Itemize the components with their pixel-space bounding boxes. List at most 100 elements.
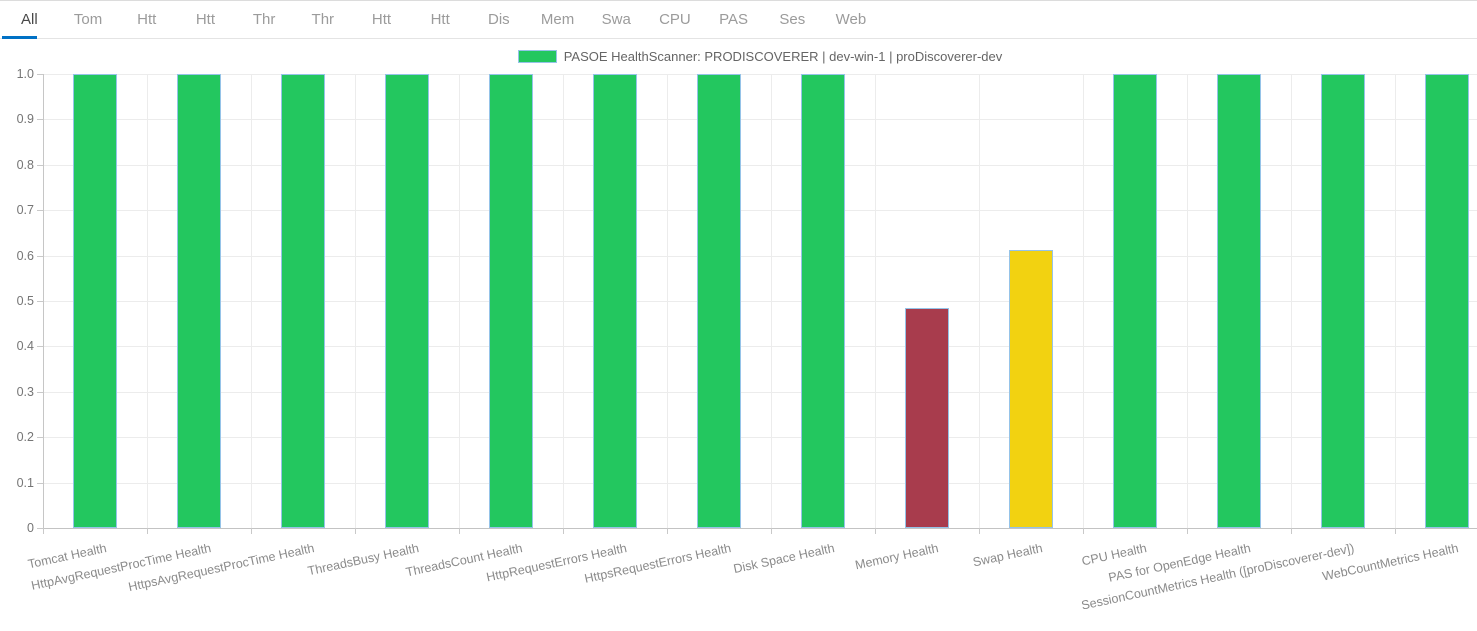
y-tick <box>37 392 43 393</box>
y-gridline <box>43 119 1477 120</box>
x-axis-label: Disk Space Health <box>732 541 836 577</box>
legend-label[interactable]: PASOE HealthScanner: PRODISCOVERER | dev… <box>563 49 1003 64</box>
y-axis-label: 0.6 <box>16 249 34 263</box>
x-gridline <box>563 74 564 528</box>
y-axis-label: 0 <box>27 521 34 535</box>
bar-httprequesterrors-health[interactable] <box>593 74 637 528</box>
tab-11-cpu[interactable]: CPU <box>659 11 691 28</box>
y-tick <box>37 346 43 347</box>
y-gridline <box>43 74 1477 75</box>
y-axis-label: 0.8 <box>16 158 34 172</box>
chart-legend: PASOE HealthScanner: PRODISCOVERER | dev… <box>43 49 1477 64</box>
x-tick <box>43 528 44 534</box>
y-gridline <box>43 392 1477 393</box>
tab-2-htt[interactable]: Htt <box>137 11 157 28</box>
y-tick <box>37 528 43 529</box>
x-tick <box>251 528 252 534</box>
x-gridline <box>875 74 876 528</box>
y-gridline <box>43 346 1477 347</box>
x-gridline <box>251 74 252 528</box>
legend-swatch-icon[interactable] <box>517 50 557 63</box>
x-axis-label: Memory Health <box>854 541 940 573</box>
tab-3-htt[interactable]: Htt <box>195 11 215 28</box>
x-gridline <box>979 74 980 528</box>
y-tick <box>37 119 43 120</box>
tab-0-all[interactable]: All <box>0 1 59 39</box>
bar-sessioncountmetrics-health-prodiscoverer-dev[interactable] <box>1321 74 1365 528</box>
y-tick <box>37 74 43 75</box>
y-gridline <box>43 256 1477 257</box>
tab-7-htt[interactable]: Htt <box>430 11 450 28</box>
x-axis-line <box>43 528 1477 529</box>
x-tick <box>563 528 564 534</box>
y-gridline <box>43 301 1477 302</box>
x-tick <box>355 528 356 534</box>
bar-pas-for-openedge-health[interactable] <box>1217 74 1261 528</box>
y-tick <box>37 301 43 302</box>
bar-disk-space-health[interactable] <box>801 74 845 528</box>
tab-5-thr[interactable]: Thr <box>311 11 335 28</box>
x-tick <box>1395 528 1396 534</box>
y-tick <box>37 437 43 438</box>
x-tick <box>667 528 668 534</box>
tab-6-htt[interactable]: Htt <box>371 11 392 28</box>
x-tick <box>459 528 460 534</box>
y-gridline <box>43 483 1477 484</box>
x-tick <box>1291 528 1292 534</box>
x-gridline <box>1291 74 1292 528</box>
x-gridline <box>1187 74 1188 528</box>
y-axis-line <box>43 74 44 528</box>
y-axis-label: 1.0 <box>16 67 34 81</box>
x-gridline <box>459 74 460 528</box>
y-gridline <box>43 437 1477 438</box>
bar-threadsbusy-health[interactable] <box>385 74 429 528</box>
y-axis-label: 0.9 <box>16 112 34 126</box>
x-gridline <box>667 74 668 528</box>
x-gridline <box>771 74 772 528</box>
bar-threadscount-health[interactable] <box>489 74 533 528</box>
y-axis-label: 0.4 <box>16 339 34 353</box>
y-axis-label: 0.1 <box>16 476 34 490</box>
bar-memory-health[interactable] <box>905 308 949 528</box>
y-axis-label: 0.5 <box>16 294 34 308</box>
bar-httpsrequesterrors-health[interactable] <box>697 74 741 528</box>
y-tick <box>37 165 43 166</box>
y-gridline <box>43 165 1477 166</box>
x-tick <box>875 528 876 534</box>
bar-swap-health[interactable] <box>1009 250 1053 528</box>
y-axis-label: 0.2 <box>16 430 34 444</box>
tab-10-swa[interactable]: Swa <box>601 11 631 28</box>
bar-cpu-health[interactable] <box>1113 74 1157 528</box>
y-tick <box>37 210 43 211</box>
x-axis-label: ThreadsBusy Health <box>306 541 420 579</box>
x-tick <box>979 528 980 534</box>
tab-13-ses[interactable]: Ses <box>779 11 806 28</box>
bar-webcountmetrics-health[interactable] <box>1425 74 1469 528</box>
tab-9-mem[interactable]: Mem <box>540 11 575 28</box>
x-gridline <box>147 74 148 528</box>
tab-14-web[interactable]: Web <box>835 11 867 28</box>
x-tick <box>147 528 148 534</box>
tab-8-dis[interactable]: Dis <box>488 11 510 28</box>
bar-httpsavgrequestproctime-health[interactable] <box>281 74 325 528</box>
x-gridline <box>1083 74 1084 528</box>
x-tick <box>1187 528 1188 534</box>
y-axis-label: 0.7 <box>16 203 34 217</box>
tab-1-tom[interactable]: Tom <box>73 11 103 28</box>
x-gridline <box>355 74 356 528</box>
y-tick <box>37 256 43 257</box>
x-gridline <box>1395 74 1396 528</box>
x-axis-label: Swap Health <box>971 541 1044 570</box>
bar-tomcat-health[interactable] <box>73 74 117 528</box>
y-axis-label: 0.3 <box>16 385 34 399</box>
y-tick <box>37 483 43 484</box>
x-tick <box>1083 528 1084 534</box>
tab-4-thr[interactable]: Thr <box>252 11 276 28</box>
tabstrip: All Tom Htt Htt Thr Thr Htt Htt Dis Mem Swa CPU PAS S… <box>0 0 1477 39</box>
x-tick <box>771 528 772 534</box>
tab-12-pas[interactable]: PAS <box>719 11 749 28</box>
x-axis-label: HttpsAvgRequestProcTime Health <box>127 541 316 595</box>
bar-httpavgrequestproctime-health[interactable] <box>177 74 221 528</box>
y-gridline <box>43 210 1477 211</box>
